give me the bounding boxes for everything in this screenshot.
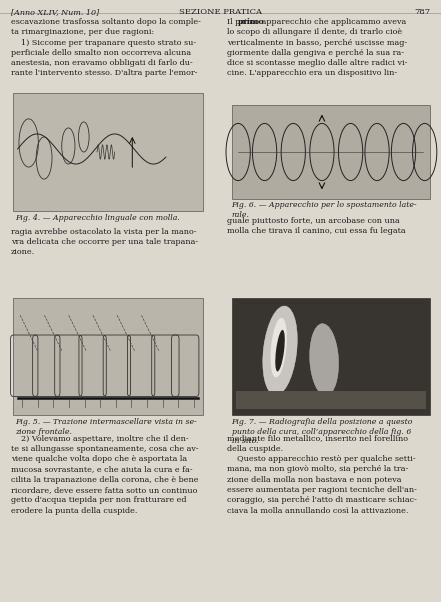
Ellipse shape [310,324,339,396]
Text: mediante filo metallico, inserito nel forellino
della cuspide.
    Questo appare: mediante filo metallico, inserito nel fo… [227,435,417,515]
Text: 2) Volevamo aspettare, inoltre che il den-
te si allungasse spontaneamente, cosa: 2) Volevamo aspettare, inoltre che il de… [11,435,198,515]
Text: Fig. 7. — Radiografia della posizione a questo
punto della cura, coll’apparecchi: Fig. 7. — Radiografia della posizione a … [232,418,413,445]
Ellipse shape [275,330,285,371]
Text: guale piuttosto forte, un arcobase con una
molla che tirava il canino, cui essa : guale piuttosto forte, un arcobase con u… [227,217,406,235]
Text: SEZIONE PRATICA: SEZIONE PRATICA [179,8,262,16]
Text: ragia avrebbe ostacolato la vista per la mano-
vra delicata che occorre per una : ragia avrebbe ostacolato la vista per la… [11,228,198,256]
Text: [Anno XLIV, Num. 10]: [Anno XLIV, Num. 10] [11,8,99,16]
Text: escavazione trasfossa soltanto dopo la comple-
ta rimarginazione, per due ragion: escavazione trasfossa soltanto dopo la c… [11,18,201,78]
Ellipse shape [263,306,297,396]
Text: Il primo apparecchio che applicammo aveva
lo scopo di allungare il dente, di tra: Il primo apparecchio che applicammo avev… [227,18,407,78]
Bar [13,93,203,211]
Text: Fig. 4. — Apparecchio linguale con molla.: Fig. 4. — Apparecchio linguale con molla… [15,214,180,222]
Ellipse shape [270,318,287,377]
Text: Fig. 5. — Trazione intermascellare vista in se-
zione frontale.: Fig. 5. — Trazione intermascellare vista… [15,418,197,436]
Text: Fig. 6. — Apparecchio per lo spostamento late-
rale.: Fig. 6. — Apparecchio per lo spostamento… [232,201,417,219]
Bar [232,105,430,199]
Bar [232,298,430,415]
Text: primo: primo [238,18,265,26]
Bar [13,298,203,415]
Text: 787: 787 [414,8,430,16]
Bar [236,391,426,409]
